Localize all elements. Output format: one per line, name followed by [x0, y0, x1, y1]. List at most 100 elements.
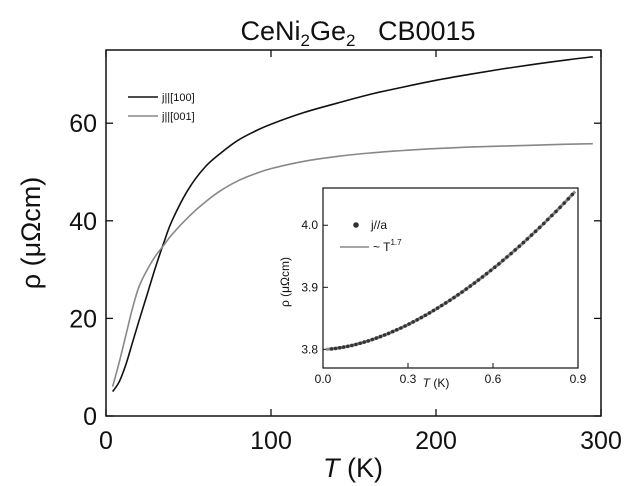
main-x-ticks: 0 100 200 300 — [99, 50, 622, 455]
inset-data-point — [439, 303, 444, 308]
inset-data-point — [341, 345, 346, 349]
main-series — [111, 56, 593, 393]
inset-y-tick-label: 4.0 — [301, 218, 318, 232]
inset-data-point — [554, 209, 558, 214]
inset-data-point — [350, 343, 354, 348]
legend-fit-prefix: ~ T — [373, 240, 391, 254]
main-legend: j||[100] j||[001] — [128, 92, 195, 123]
inset-data-point — [386, 331, 391, 336]
inset-data-point — [537, 225, 542, 230]
main-y-tick-label: 20 — [69, 305, 97, 333]
inset-data-point — [570, 192, 575, 197]
inset-x-axis-label: T (K) — [423, 376, 450, 390]
main-plot-frame — [105, 49, 602, 417]
inset-data-point — [411, 320, 415, 324]
inset-data-point — [407, 322, 411, 326]
inset-y-tick-label: 3.9 — [301, 280, 318, 294]
inset-series — [325, 190, 577, 351]
inset-data-point — [513, 248, 517, 252]
inset-data-point — [521, 240, 526, 245]
inset-data-point — [435, 306, 440, 310]
legend-fit-exponent: 1.7 — [390, 238, 402, 247]
inset-data-point — [456, 293, 460, 297]
inset-data-point — [399, 326, 403, 330]
inset-data-point — [476, 278, 481, 282]
inset-data-point — [468, 284, 473, 288]
inset-data-point — [484, 271, 489, 276]
inset-data-point — [533, 229, 538, 234]
inset-data-point — [525, 237, 530, 241]
main-y-tick-label: 60 — [69, 110, 97, 138]
main-y-tick-label: 0 — [83, 403, 97, 431]
series-line-j100 — [111, 56, 593, 393]
inset-data-point — [509, 251, 513, 256]
inset-data-point — [427, 311, 432, 315]
inset-y-ticks: 3.8 3.9 4.0 — [301, 218, 328, 356]
inset-data-point — [444, 301, 448, 305]
inset-data-point — [431, 308, 436, 313]
inset-x-tick-label: 0.9 — [570, 372, 587, 386]
inset-y-axis-label: ρ (μΩcm) — [278, 257, 292, 307]
inset-data-point — [460, 290, 464, 294]
inset-data-point — [415, 318, 420, 322]
inset-data-point — [497, 262, 501, 266]
inset-x-tick-label: 0.3 — [400, 372, 417, 386]
title-base: CeNi — [240, 16, 300, 46]
legend-label-fit: ~ T1.7 — [373, 238, 402, 254]
inset-data-point — [493, 265, 497, 270]
inset-data-point — [362, 340, 367, 344]
title-tail: CB0015 — [355, 16, 475, 46]
chart-title: CeNi2Ge2 CB0015 — [240, 16, 475, 50]
series-line-j001 — [111, 142, 593, 387]
inset-data-point — [354, 342, 358, 347]
inset-data-point — [329, 347, 334, 351]
inset-data-point — [501, 258, 505, 263]
main-x-tick-label: 0 — [99, 427, 113, 455]
inset-y-tick-label: 3.8 — [301, 342, 318, 356]
main-x-tick-label: 100 — [250, 427, 292, 455]
inset-data-point — [529, 233, 534, 237]
inset-data-point — [480, 275, 485, 279]
title-mid: Ge — [310, 16, 346, 46]
title-sub1: 2 — [300, 31, 309, 50]
inset-data-point — [472, 281, 477, 285]
main-x-label-italic: T — [323, 453, 342, 483]
inset-data-point — [488, 268, 493, 273]
inset-data-point — [562, 201, 566, 205]
inset-data-point — [333, 346, 338, 351]
main-x-tick-label: 200 — [415, 427, 457, 455]
inset-data-point — [517, 244, 522, 249]
inset-data-point — [505, 255, 509, 259]
inset-plot-frame — [322, 187, 579, 369]
inset-x-tick-label: 0.6 — [485, 372, 502, 386]
main-y-ticks: 0 20 40 60 — [69, 110, 601, 431]
main-y-axis-label: ρ (μΩcm) — [16, 177, 46, 290]
inset-data-point — [403, 324, 407, 328]
inset-data-point — [374, 336, 379, 340]
legend-label-j001: j||[001] — [161, 111, 195, 123]
inset-x-ticks: 0.0 0.3 0.6 0.9 — [315, 363, 587, 386]
legend-label-j100: j||[100] — [161, 92, 195, 104]
title-sub2: 2 — [346, 31, 355, 50]
inset-data-point — [337, 346, 342, 350]
inset-x-tick-label: 0.0 — [315, 372, 332, 386]
inset-data-point — [378, 334, 383, 339]
inset-x-label-rest: (K) — [430, 376, 449, 390]
inset-data-point — [395, 328, 399, 332]
inset-data-point — [366, 339, 371, 343]
main-y-tick-label: 40 — [69, 208, 97, 236]
inset-data-point — [346, 344, 350, 349]
legend-marker-ja — [353, 222, 359, 228]
main-x-axis-label: T (K) — [323, 453, 383, 483]
inset-data-point — [370, 337, 375, 342]
inset-data-point — [390, 329, 395, 334]
inset-data-point — [358, 341, 362, 346]
inset-data-point — [419, 315, 424, 320]
inset-data-point — [423, 313, 428, 318]
main-x-tick-label: 300 — [580, 427, 622, 455]
main-x-label-rest: (K) — [340, 453, 384, 483]
inset-data-point — [464, 287, 469, 291]
inset-data-point — [452, 295, 456, 300]
inset-data-point — [448, 298, 452, 303]
